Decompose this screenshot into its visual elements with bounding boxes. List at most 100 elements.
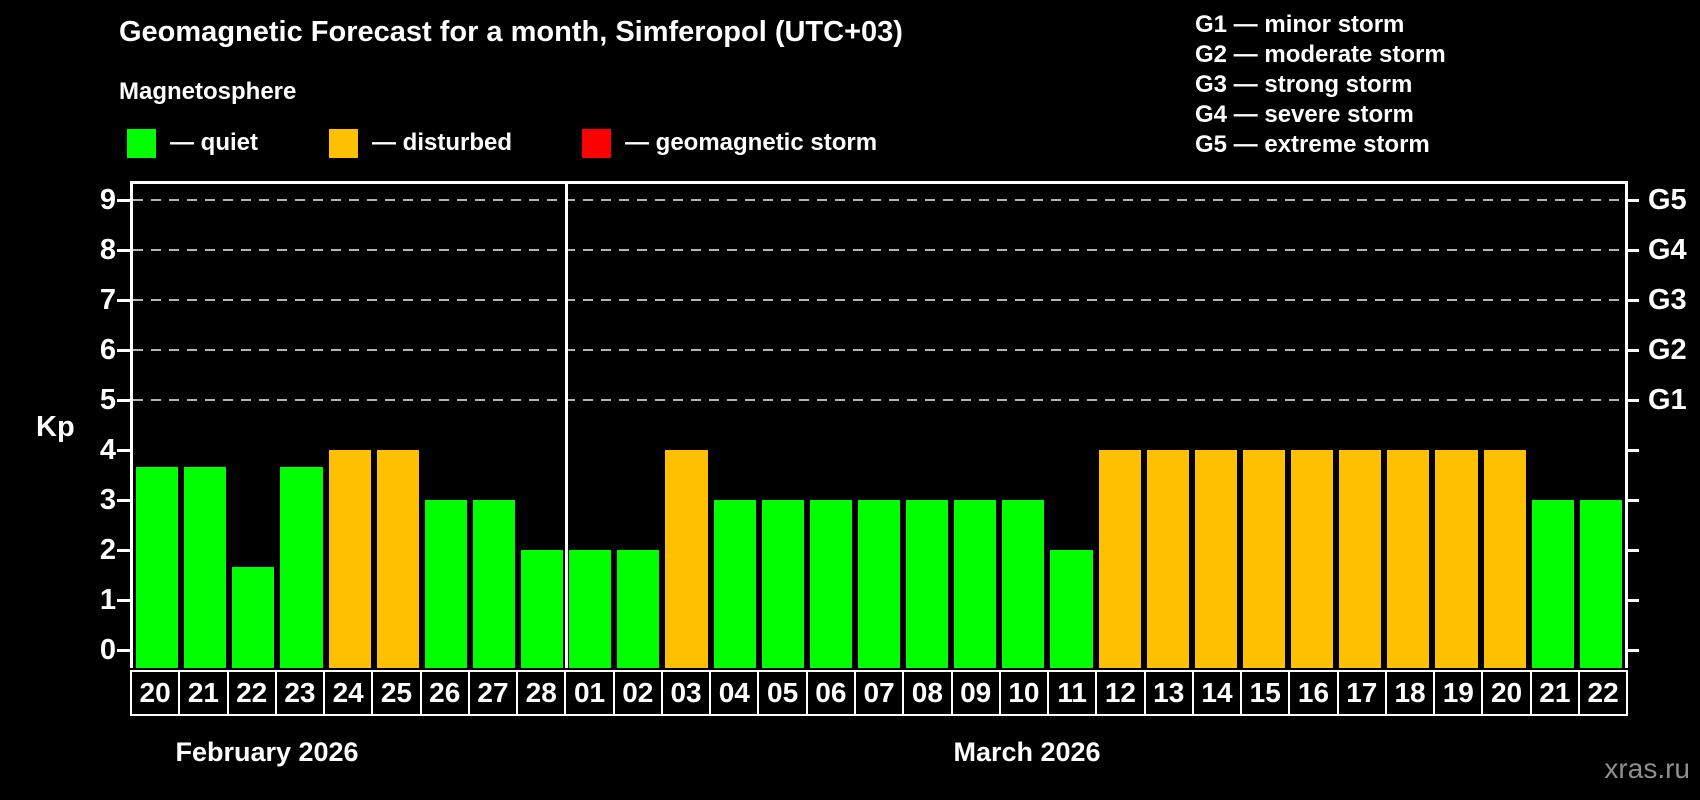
y-axis-tick	[117, 548, 131, 552]
right-axis-tick	[1625, 398, 1639, 402]
kp-bar	[472, 500, 516, 668]
kp-bar	[761, 500, 804, 668]
right-axis-tick	[1625, 548, 1639, 552]
day-label: 21	[1532, 672, 1580, 714]
y-axis-tick	[117, 298, 131, 302]
kp-bar	[1002, 500, 1045, 668]
right-axis-g-label: G2	[1648, 334, 1687, 366]
month-label-march: March 2026	[953, 737, 1101, 767]
y-axis-tick	[117, 448, 131, 452]
day-label: 24	[325, 672, 374, 714]
kp-bar	[906, 500, 949, 668]
day-label: 21	[180, 672, 229, 714]
kp-bar	[232, 566, 275, 668]
day-label: 20	[132, 672, 181, 714]
kp-bar	[136, 466, 179, 668]
gridline-kp6	[133, 349, 1625, 351]
day-label: 13	[1146, 672, 1194, 714]
day-label: 08	[904, 672, 953, 714]
quiet-color-swatch	[127, 128, 156, 158]
y-axis-tick-label: 7	[99, 284, 116, 316]
g-scale-legend-item: G5 — extreme storm	[1195, 131, 1430, 158]
day-label: 14	[1194, 672, 1243, 714]
watermark: xras.ru	[1604, 753, 1690, 784]
day-label: 03	[663, 672, 712, 714]
gridline-kp5	[133, 399, 1625, 401]
legend-item-disturbed: — disturbed	[329, 128, 512, 158]
y-axis-tick	[117, 648, 131, 652]
kp-bar	[569, 550, 612, 668]
day-label: 05	[759, 672, 808, 714]
y-axis-tick	[117, 198, 131, 202]
month-label-february: February 2026	[175, 737, 359, 767]
kp-bar	[376, 450, 419, 668]
day-label: 18	[1387, 672, 1436, 714]
right-axis-g-label: G5	[1648, 184, 1687, 216]
kp-bar	[954, 500, 997, 668]
right-axis-tick	[1625, 448, 1639, 452]
kp-bar	[280, 466, 323, 668]
kp-bar	[424, 500, 467, 668]
day-label: 10	[1001, 672, 1050, 714]
day-label: 22	[229, 672, 277, 714]
kp-bar	[521, 550, 564, 668]
day-label: 07	[856, 672, 905, 714]
day-label: 09	[953, 672, 1001, 714]
g-scale-legend: G1 — minor storm G2 — moderate storm G3 …	[1195, 10, 1446, 160]
magnetosphere-label: Magnetosphere	[119, 78, 297, 105]
right-axis-tick	[1625, 348, 1639, 352]
status-legend: — quiet — disturbed — geomagnetic storm	[0, 128, 1700, 160]
y-axis-tick-label: 9	[99, 184, 116, 216]
y-axis-tick-label: 1	[99, 584, 116, 616]
y-axis-tick-label: 0	[99, 634, 116, 666]
kp-bar	[857, 500, 901, 668]
y-axis-tick-label: 3	[99, 484, 116, 516]
g-scale-legend-item: G2 — moderate storm	[1195, 41, 1446, 68]
right-axis-tick	[1625, 498, 1639, 502]
day-label: 16	[1290, 672, 1339, 714]
kp-bar	[1483, 450, 1526, 668]
day-label: 15	[1242, 672, 1291, 714]
gridline-kp7	[133, 299, 1625, 301]
kp-bar	[809, 500, 852, 668]
right-axis-tick	[1625, 648, 1639, 652]
right-axis-g-label: G3	[1648, 284, 1687, 316]
right-axis-tick	[1625, 248, 1639, 252]
right-axis-tick	[1625, 298, 1639, 302]
g-scale-legend-item: G4 — severe storm	[1195, 101, 1414, 128]
g-scale-legend-item: G3 — strong storm	[1195, 71, 1413, 98]
legend-item-label: — disturbed	[372, 129, 513, 156]
day-label: 04	[711, 672, 760, 714]
gridline-kp8	[133, 249, 1625, 251]
day-label: 19	[1435, 672, 1484, 714]
y-axis-tick-label: 6	[99, 334, 116, 366]
right-axis-g-label: G1	[1648, 384, 1687, 416]
day-label: 01	[566, 672, 615, 714]
storm-color-swatch	[582, 128, 611, 158]
x-axis-day-row: 20 21 22 23 24 25 26 27 28 01 02 03 04 05 06 07 08 09 10 11…	[130, 670, 1628, 716]
right-axis-g-label: G4	[1648, 234, 1687, 266]
kp-bar	[1146, 450, 1189, 668]
kp-bar	[665, 450, 708, 668]
day-label: 17	[1339, 672, 1387, 714]
kp-bar	[1050, 550, 1093, 668]
y-axis-tick-label: 4	[99, 434, 116, 466]
kp-bar	[617, 550, 660, 668]
kp-bar	[1435, 450, 1478, 668]
y-axis-tick-label: 2	[99, 534, 116, 566]
day-label: 23	[277, 672, 326, 714]
day-label: 20	[1483, 672, 1532, 714]
kp-bar	[1531, 500, 1574, 668]
right-axis-tick	[1625, 598, 1639, 602]
kp-bar	[1579, 500, 1622, 668]
y-axis-tick-label: 5	[99, 384, 116, 416]
kp-bar	[713, 500, 756, 668]
legend-item-label: — geomagnetic storm	[625, 129, 878, 156]
day-label: 27	[470, 672, 519, 714]
legend-item-label: — quiet	[170, 129, 258, 156]
kp-bar	[1339, 450, 1382, 668]
legend-item-quiet: — quiet	[127, 128, 258, 158]
plot-area	[130, 181, 1628, 668]
g-scale-legend-item: G1 — minor storm	[1195, 11, 1405, 38]
day-label: 11	[1049, 672, 1098, 714]
